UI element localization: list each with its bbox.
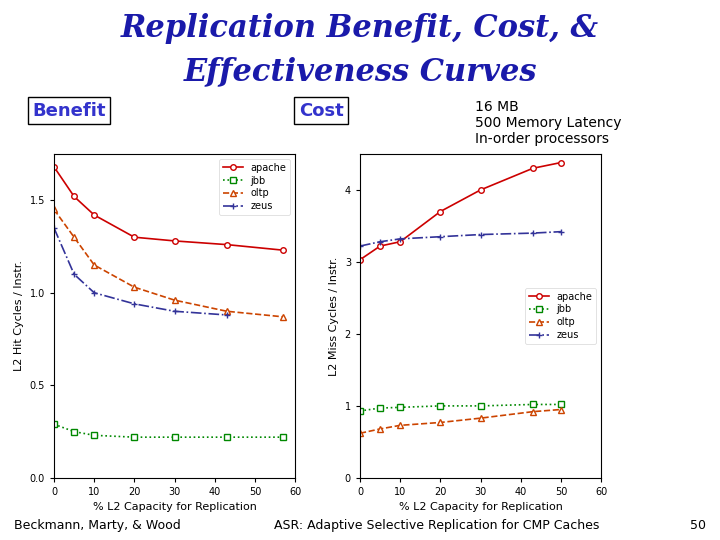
zeus: [436, 233, 445, 240]
jbb: [90, 432, 99, 438]
zeus: [477, 231, 485, 238]
oltp: [396, 422, 405, 429]
X-axis label: % L2 Capacity for Replication: % L2 Capacity for Replication: [93, 503, 256, 512]
jbb: [356, 408, 364, 414]
Text: 50: 50: [690, 519, 706, 532]
Y-axis label: L2 Miss Cycles / Instr.: L2 Miss Cycles / Instr.: [329, 256, 339, 376]
jbb: [376, 405, 384, 411]
jbb: [70, 428, 78, 435]
Text: Replication Benefit, Cost, &: Replication Benefit, Cost, &: [121, 14, 599, 44]
apache: [477, 187, 485, 193]
zeus: [130, 301, 139, 307]
Text: Beckmann, Marty, & Wood: Beckmann, Marty, & Wood: [14, 519, 181, 532]
Line: apache: apache: [51, 164, 286, 253]
oltp: [171, 297, 179, 303]
Y-axis label: L2 Hit Cycles / Instr.: L2 Hit Cycles / Instr.: [14, 260, 24, 372]
oltp: [528, 408, 537, 415]
Text: 16 MB
500 Memory Latency
In-order processors: 16 MB 500 Memory Latency In-order proces…: [475, 100, 621, 146]
Line: jbb: jbb: [51, 421, 286, 440]
oltp: [70, 234, 78, 240]
oltp: [557, 406, 565, 413]
oltp: [477, 415, 485, 421]
jbb: [477, 403, 485, 409]
apache: [130, 234, 139, 240]
Legend: apache, jbb, oltp, zeus: apache, jbb, oltp, zeus: [220, 159, 290, 215]
apache: [436, 208, 445, 215]
Text: ASR: Adaptive Selective Replication for CMP Caches: ASR: Adaptive Selective Replication for …: [274, 519, 599, 532]
apache: [528, 165, 537, 172]
Text: Cost: Cost: [299, 102, 343, 120]
apache: [70, 193, 78, 200]
zeus: [50, 225, 58, 231]
jbb: [557, 401, 565, 408]
apache: [376, 243, 384, 249]
apache: [279, 247, 287, 253]
apache: [50, 164, 58, 170]
zeus: [376, 239, 384, 245]
Text: Effectiveness Curves: Effectiveness Curves: [184, 57, 536, 87]
apache: [171, 238, 179, 244]
jbb: [396, 404, 405, 410]
oltp: [222, 308, 231, 314]
jbb: [50, 421, 58, 428]
Line: oltp: oltp: [51, 207, 286, 320]
Line: jbb: jbb: [357, 402, 564, 414]
oltp: [50, 206, 58, 213]
apache: [90, 212, 99, 218]
jbb: [528, 401, 537, 408]
zeus: [171, 308, 179, 314]
oltp: [279, 314, 287, 320]
zeus: [557, 228, 565, 235]
oltp: [436, 419, 445, 426]
Text: Benefit: Benefit: [32, 102, 106, 120]
Line: apache: apache: [357, 160, 564, 262]
zeus: [90, 289, 99, 296]
oltp: [130, 284, 139, 291]
X-axis label: % L2 Capacity for Replication: % L2 Capacity for Replication: [399, 503, 562, 512]
jbb: [222, 434, 231, 441]
jbb: [130, 434, 139, 441]
zeus: [70, 271, 78, 278]
zeus: [528, 230, 537, 237]
Line: zeus: zeus: [50, 225, 230, 319]
apache: [557, 159, 565, 166]
apache: [222, 241, 231, 248]
zeus: [396, 235, 405, 242]
oltp: [376, 426, 384, 432]
oltp: [356, 430, 364, 436]
jbb: [436, 403, 445, 409]
zeus: [222, 312, 231, 318]
Line: zeus: zeus: [356, 228, 564, 249]
jbb: [171, 434, 179, 441]
Line: oltp: oltp: [357, 407, 564, 436]
oltp: [90, 262, 99, 268]
apache: [356, 256, 364, 263]
apache: [396, 239, 405, 245]
zeus: [356, 243, 364, 249]
jbb: [279, 434, 287, 441]
Legend: apache, jbb, oltp, zeus: apache, jbb, oltp, zeus: [526, 288, 596, 344]
